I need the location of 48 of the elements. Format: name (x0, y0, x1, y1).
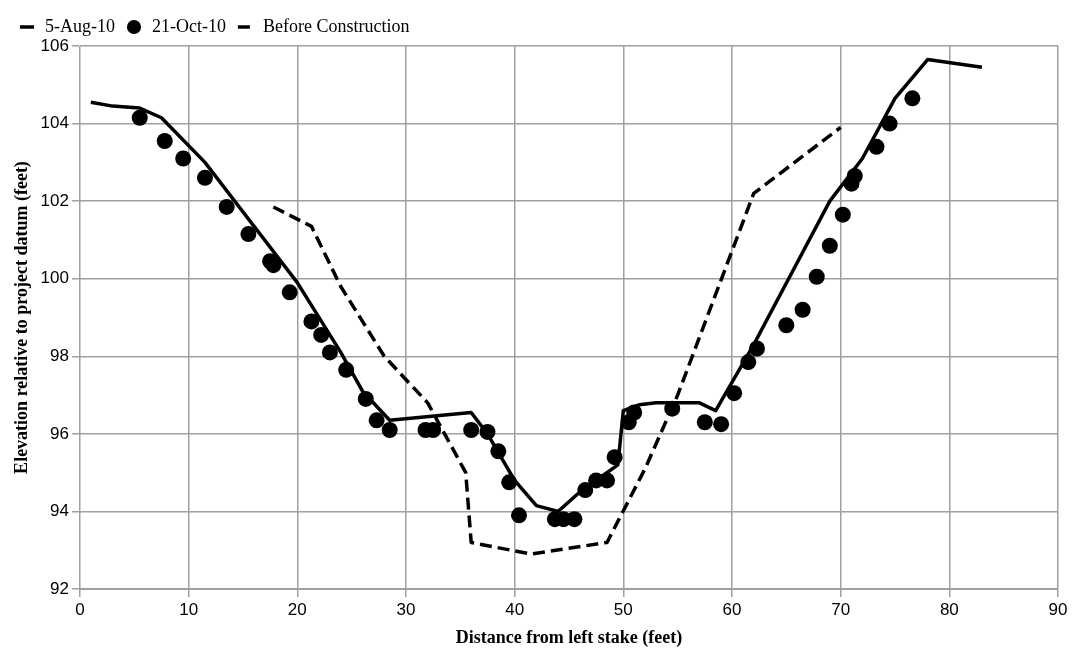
x-tick-label: 70 (831, 599, 851, 619)
point (313, 326, 330, 343)
x-tick-label: 0 (75, 599, 85, 619)
y-tick-label: 100 (40, 268, 69, 288)
point (240, 226, 257, 243)
point (904, 90, 921, 107)
point (368, 412, 385, 429)
x-tick-label: 40 (505, 599, 525, 619)
y-axis-title: Elevation relative to project datum (feet) (11, 161, 33, 474)
point (696, 414, 713, 431)
x-tick-label: 10 (179, 599, 199, 619)
y-tick-label: 104 (40, 113, 69, 133)
point (510, 507, 527, 524)
point (566, 511, 583, 528)
point (196, 169, 213, 186)
point (281, 284, 298, 301)
legend-label: 21-Oct-10 (151, 15, 226, 36)
point (381, 421, 398, 438)
point (303, 313, 320, 330)
x-tick-label: 30 (396, 599, 416, 619)
point (321, 344, 338, 361)
point (834, 206, 851, 223)
point (713, 416, 730, 433)
x-tick-label: 80 (939, 599, 959, 619)
point (218, 198, 235, 215)
y-tick-label: 98 (50, 345, 69, 365)
y-tick-label: 102 (40, 190, 69, 210)
x-axis-title: Distance from left stake (feet) (455, 626, 683, 648)
point (131, 109, 148, 126)
y-tick-label: 96 (50, 423, 69, 443)
point (821, 237, 838, 254)
point (175, 150, 192, 167)
point (808, 268, 825, 285)
x-tick-label: 60 (722, 599, 742, 619)
point (794, 301, 811, 318)
point (463, 421, 480, 438)
point (778, 317, 795, 334)
y-tick-label: 106 (40, 35, 69, 55)
y-tick-label: 94 (50, 501, 69, 521)
legend-label: 5-Aug-10 (45, 15, 115, 36)
point (156, 133, 173, 150)
legend-label: Before Construction (262, 15, 410, 36)
x-tick-label: 50 (613, 599, 633, 619)
point (726, 385, 743, 402)
point (265, 257, 282, 274)
x-tick-label: 20 (287, 599, 307, 619)
x-tick-label: 90 (1048, 599, 1068, 619)
y-tick-label: 92 (50, 578, 69, 598)
